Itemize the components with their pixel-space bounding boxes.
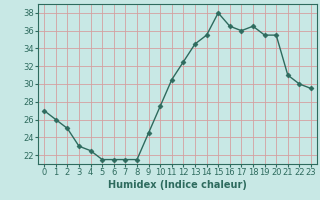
X-axis label: Humidex (Indice chaleur): Humidex (Indice chaleur): [108, 180, 247, 190]
